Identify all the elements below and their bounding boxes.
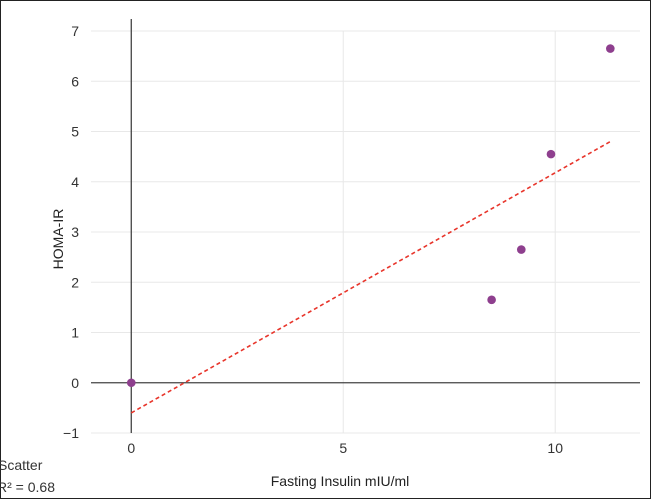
data-point — [487, 295, 496, 305]
y-tick-label: 6 — [71, 73, 79, 89]
x-tick-label: 5 — [339, 440, 347, 456]
trendline-segment — [130, 140, 611, 414]
x-tick-label: 0 — [127, 440, 135, 456]
x-axis-title: Fasting Insulin mIU/ml — [271, 473, 409, 489]
y-axis-title: HOMA-IR — [50, 209, 66, 270]
x-tick-label: 10 — [547, 440, 563, 456]
data-point — [606, 44, 615, 53]
data-point — [516, 245, 526, 254]
y-tick-label: 1 — [71, 325, 79, 341]
y-tick-label: 3 — [71, 224, 79, 240]
y-tick-label: 0 — [71, 375, 79, 391]
axes — [91, 19, 640, 433]
tick-labels: −1 0 1 2 3 4 5 6 7 0 5 10 — [63, 23, 563, 456]
data-point — [126, 378, 136, 388]
y-tick-label: 7 — [71, 23, 79, 39]
y-tick-label: 4 — [71, 174, 79, 190]
data-points — [126, 44, 615, 388]
data-point — [546, 149, 556, 159]
grid-lines — [91, 30, 640, 434]
y-tick-label: 5 — [71, 124, 79, 140]
y-tick-label: 2 — [71, 274, 79, 290]
legend-series-label: Scatter — [0, 457, 43, 473]
legend-r2-value: R² = 0.68 — [0, 479, 55, 495]
trendline — [130, 140, 611, 414]
y-tick-label: −1 — [63, 425, 79, 441]
